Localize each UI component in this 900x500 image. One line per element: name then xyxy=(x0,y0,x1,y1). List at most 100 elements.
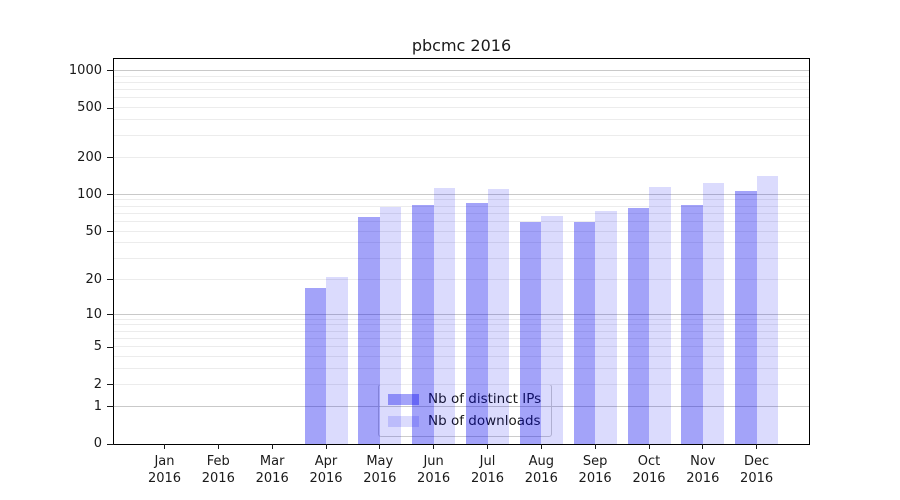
minor-gridline xyxy=(114,346,809,348)
bar-downloads-sep xyxy=(595,210,617,444)
x-tick-label-month: Jul xyxy=(479,454,496,469)
x-tick-label-year: 2016 xyxy=(686,471,720,486)
legend-row: Nb of distinct IPs xyxy=(388,391,541,408)
minor-gridline xyxy=(114,199,809,201)
x-tick-mark xyxy=(325,444,327,449)
y-tick-label: 200 xyxy=(77,149,102,165)
x-tick-label: Sep 2016 xyxy=(567,453,623,487)
x-tick-mark xyxy=(379,444,381,449)
legend: Nb of distinct IPs Nb of downloads xyxy=(378,384,553,437)
y-tick-mark xyxy=(107,406,114,408)
y-tick-label: 2 xyxy=(93,376,102,392)
x-tick-mark xyxy=(756,444,758,449)
x-tick-label-month: Feb xyxy=(206,454,230,469)
x-tick-label-month: May xyxy=(366,454,394,469)
minor-gridline xyxy=(114,324,809,326)
bar-ips-nov xyxy=(681,205,703,444)
minor-gridline xyxy=(114,212,809,214)
y-tick-mark xyxy=(107,70,114,72)
minor-gridline xyxy=(114,330,809,332)
x-tick-mark xyxy=(271,444,273,449)
minor-gridline xyxy=(114,337,809,339)
minor-gridline xyxy=(114,119,809,121)
y-tick-mark xyxy=(107,231,114,233)
x-tick-label-year: 2016 xyxy=(201,471,235,486)
y-tick-label: 20 xyxy=(85,271,102,287)
x-tick-label: Apr 2016 xyxy=(298,453,354,487)
legend-swatch-downloads xyxy=(388,416,419,427)
y-tick-mark xyxy=(107,443,114,445)
x-tick-label: Jan 2016 xyxy=(137,453,193,487)
y-tick-mark xyxy=(107,107,114,109)
x-tick-label-year: 2016 xyxy=(147,471,182,486)
minor-gridline xyxy=(114,368,809,370)
x-tick-label: Feb 2016 xyxy=(190,453,246,487)
bar-downloads-oct xyxy=(649,186,671,444)
x-tick-label-month: Apr xyxy=(314,454,338,469)
y-tick-mark xyxy=(107,384,114,386)
minor-gridline xyxy=(114,156,809,158)
minor-gridline xyxy=(114,278,809,280)
minor-gridline xyxy=(114,230,809,232)
minor-gridline xyxy=(114,383,809,385)
chart-title: pbcmc 2016 xyxy=(411,36,512,55)
x-tick-label: Nov 2016 xyxy=(675,453,731,487)
bar-ips-jun xyxy=(412,204,434,444)
bar-ips-dec xyxy=(735,191,757,444)
major-gridline xyxy=(114,193,809,195)
bar-ips-aug xyxy=(519,222,542,444)
x-tick-label-year: 2016 xyxy=(363,471,397,486)
y-tick-label: 1 xyxy=(93,398,102,414)
y-tick-label: 10 xyxy=(85,306,102,322)
x-tick-mark xyxy=(217,444,219,449)
minor-gridline xyxy=(114,356,809,358)
x-tick-label: Jul 2016 xyxy=(460,453,516,487)
y-tick-label: 5 xyxy=(93,339,102,355)
minor-gridline xyxy=(114,134,809,136)
bar-downloads-nov xyxy=(702,182,725,444)
minor-gridline xyxy=(114,89,809,91)
legend-label: Nb of distinct IPs xyxy=(428,391,542,407)
legend-label: Nb of downloads xyxy=(428,413,541,429)
y-tick-label: 500 xyxy=(77,100,102,116)
plot-area: Nb of distinct IPs Nb of downloads 0 1 2 5 10… xyxy=(69,58,810,486)
y-tick-mark xyxy=(107,194,114,196)
x-tick-label-month: Jun xyxy=(423,454,444,469)
x-tick-label: Oct 2016 xyxy=(621,453,677,487)
x-tick-label-month: Oct xyxy=(637,454,661,469)
x-tick-label: Aug 2016 xyxy=(513,453,569,487)
y-tick-mark xyxy=(107,314,114,315)
x-tick-mark xyxy=(594,444,596,449)
x-tick-label-month: Aug xyxy=(528,454,554,469)
x-tick-label-year: 2016 xyxy=(255,471,289,486)
bar-ips-oct xyxy=(627,208,649,444)
x-tick-label-month: Sep xyxy=(582,454,608,469)
x-tick-mark xyxy=(540,444,542,449)
legend-row: Nb of downloads xyxy=(388,413,541,430)
bar-downloads-jul xyxy=(487,188,509,444)
x-tick-label: Jun 2016 xyxy=(406,453,462,487)
x-tick-label-year: 2016 xyxy=(309,471,343,486)
y-tick-label: 100 xyxy=(77,186,102,202)
minor-gridline xyxy=(114,75,809,77)
x-tick-mark xyxy=(433,444,435,449)
x-tick-mark xyxy=(702,444,704,449)
legend-swatch-ips xyxy=(388,394,419,405)
x-tick-mark xyxy=(487,444,488,449)
minor-gridline xyxy=(114,221,809,222)
minor-gridline xyxy=(114,97,809,99)
x-tick-label-month: Mar xyxy=(259,454,285,469)
major-gridline xyxy=(114,313,809,315)
x-tick-label-year: 2016 xyxy=(524,471,558,486)
x-tick-label-month: Dec xyxy=(744,454,770,469)
y-tick-label: 0 xyxy=(93,436,102,451)
minor-gridline xyxy=(114,205,809,207)
y-tick-label: 50 xyxy=(85,223,102,239)
x-tick-label-month: Jan xyxy=(154,454,175,469)
x-tick-label: Dec 2016 xyxy=(729,453,785,487)
bar-ips-may xyxy=(358,216,380,444)
major-gridline xyxy=(114,405,809,407)
bar-downloads-dec xyxy=(756,175,779,444)
x-tick-label-month: Nov xyxy=(690,454,716,469)
